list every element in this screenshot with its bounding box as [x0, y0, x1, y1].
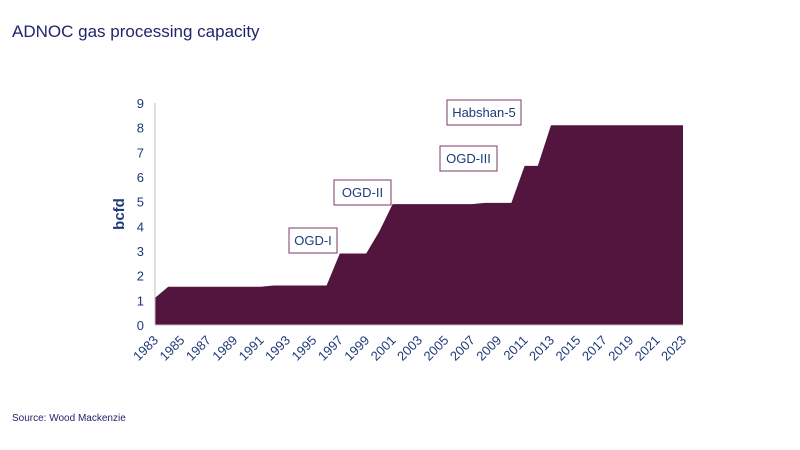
x-tick-label: 2007	[447, 333, 478, 364]
y-tick-label: 9	[137, 96, 144, 111]
annotation-box	[446, 99, 522, 126]
y-tick-label: 8	[137, 121, 144, 136]
x-tick-label: 2003	[394, 333, 425, 364]
y-tick-label: 0	[137, 318, 144, 333]
x-tick-label: 1997	[315, 333, 346, 364]
x-tick-label: 2015	[552, 333, 583, 364]
source-note: Source: Wood Mackenzie	[12, 413, 126, 424]
y-tick-label: 4	[137, 219, 144, 234]
y-tick-label: 7	[137, 145, 144, 160]
annotation-label: OGD-III	[446, 151, 491, 166]
x-tick-label: 2011	[500, 333, 530, 363]
y-tick-label: 5	[137, 195, 144, 210]
x-tick-label: 2001	[368, 333, 399, 364]
x-tick-label: 2009	[473, 333, 504, 364]
x-tick-label: 1995	[288, 333, 319, 364]
y-tick-label: 3	[137, 244, 144, 259]
x-tick-label: 1993	[262, 333, 293, 364]
annotation-label: OGD-I	[294, 233, 332, 248]
annotation-box	[288, 227, 338, 254]
x-tick-label: 2005	[420, 333, 451, 364]
y-tick-label: 1	[137, 293, 144, 308]
x-tick-label: 1985	[156, 333, 187, 364]
annotation-box	[439, 145, 498, 172]
x-tick-label: 1983	[130, 333, 161, 364]
capacity-area	[155, 125, 683, 325]
y-tick-label: 6	[137, 170, 144, 185]
x-tick-label: 1999	[341, 333, 372, 364]
x-tick-label: 2017	[579, 333, 610, 364]
x-tick-label: 2013	[526, 333, 557, 364]
x-tick-label: 2019	[605, 333, 636, 364]
x-tick-label: 1987	[183, 333, 214, 364]
x-tick-label: 1991	[236, 333, 267, 364]
x-tick-label: 2023	[658, 333, 689, 364]
y-tick-label: 2	[137, 269, 144, 284]
chart-title: ADNOC gas processing capacity	[12, 22, 260, 41]
x-tick-label: 1989	[209, 333, 240, 364]
annotation-box	[333, 179, 392, 206]
x-tick-label: 2021	[632, 333, 663, 364]
annotation-label: OGD-II	[342, 185, 383, 200]
y-axis-label: bcfd	[111, 198, 128, 230]
annotation-label: Habshan-5	[452, 105, 516, 120]
